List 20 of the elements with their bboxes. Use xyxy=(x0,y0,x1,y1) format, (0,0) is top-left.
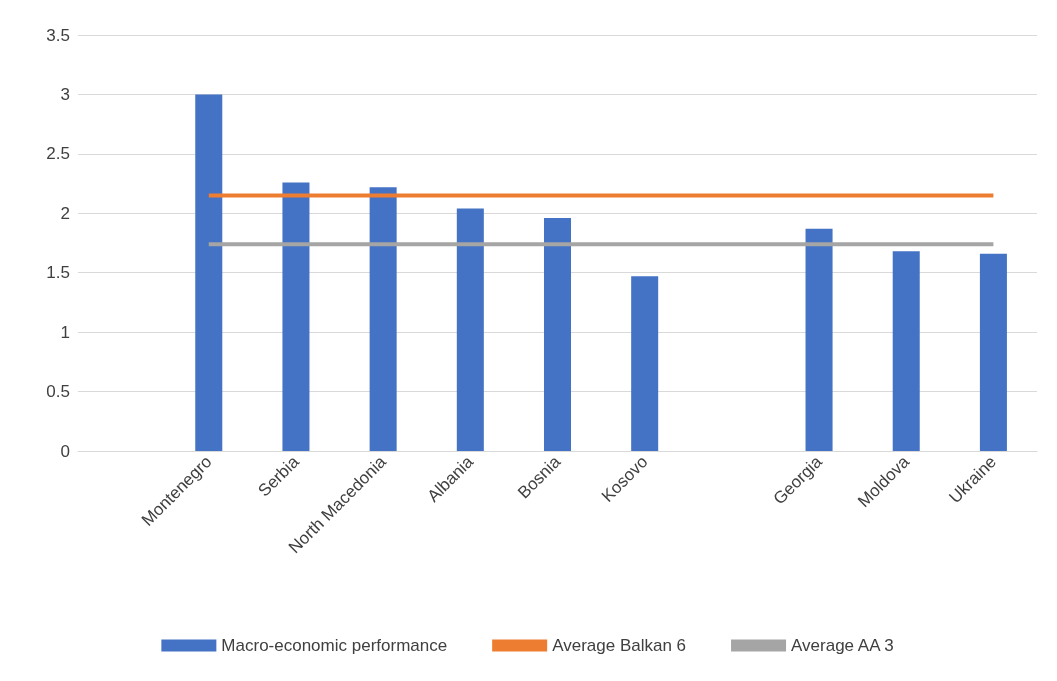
y-tick-label: 0 xyxy=(60,441,70,461)
bar xyxy=(456,208,484,451)
bar xyxy=(369,187,397,451)
bar xyxy=(979,253,1007,451)
y-tick-label: 1 xyxy=(60,322,70,342)
legend-label: Average AA 3 xyxy=(791,636,894,655)
y-tick-label: 3.5 xyxy=(46,25,70,45)
y-tick-label: 0.5 xyxy=(46,382,70,402)
legend-label: Macro-economic performance xyxy=(221,636,448,655)
y-tick-label: 2.5 xyxy=(46,144,70,164)
y-tick-label: 1.5 xyxy=(46,263,70,283)
y-tick-label: 3 xyxy=(60,84,70,104)
legend-label: Average Balkan 6 xyxy=(552,636,687,655)
bar xyxy=(631,276,659,451)
bar xyxy=(282,182,310,451)
y-tick-label: 2 xyxy=(60,203,70,223)
bar xyxy=(195,94,223,451)
bar xyxy=(805,228,833,451)
bar xyxy=(892,251,920,451)
bar xyxy=(543,218,572,451)
